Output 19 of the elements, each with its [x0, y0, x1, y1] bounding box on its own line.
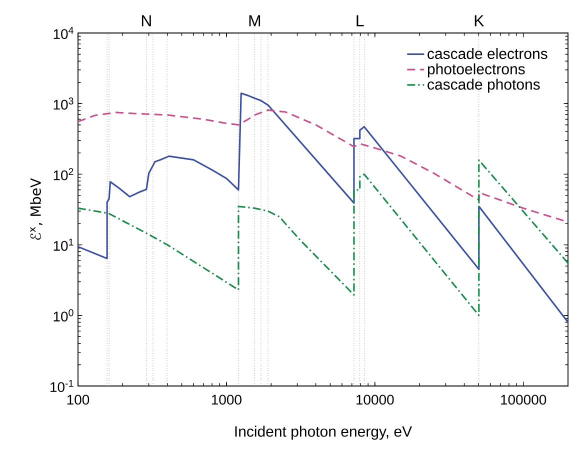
x-tick-label: 100	[67, 394, 90, 405]
ref-line-label: L	[356, 15, 364, 26]
y-axis-title: ℰ$^{x}$, MbeV	[30, 178, 42, 240]
y-tick-label: 10$^{1}$	[54, 238, 74, 251]
ref-line-label: N	[142, 15, 151, 26]
x-axis-title: Incident photon energy, eV	[235, 426, 412, 440]
x-tick-label: 10000	[356, 394, 394, 405]
legend-label: cascade electrons	[428, 48, 548, 60]
y-tick-label: 10$^{4}$	[54, 26, 74, 40]
x-tick-label: 100000	[501, 394, 546, 405]
ref-line-label: M	[249, 15, 260, 26]
y-tick-label: 10$^{-1}$	[50, 380, 74, 392]
y-tick-label: 10$^{0}$	[54, 309, 74, 322]
legend-label: cascade photons	[428, 78, 540, 93]
x-tick-label: 1000	[212, 394, 242, 405]
y-tick-label: 10$^{2}$	[54, 168, 74, 180]
ref-line-label: K	[474, 15, 484, 26]
legend-label: photoelectrons	[428, 63, 525, 78]
y-tick-label: 10$^{3}$	[54, 98, 74, 110]
